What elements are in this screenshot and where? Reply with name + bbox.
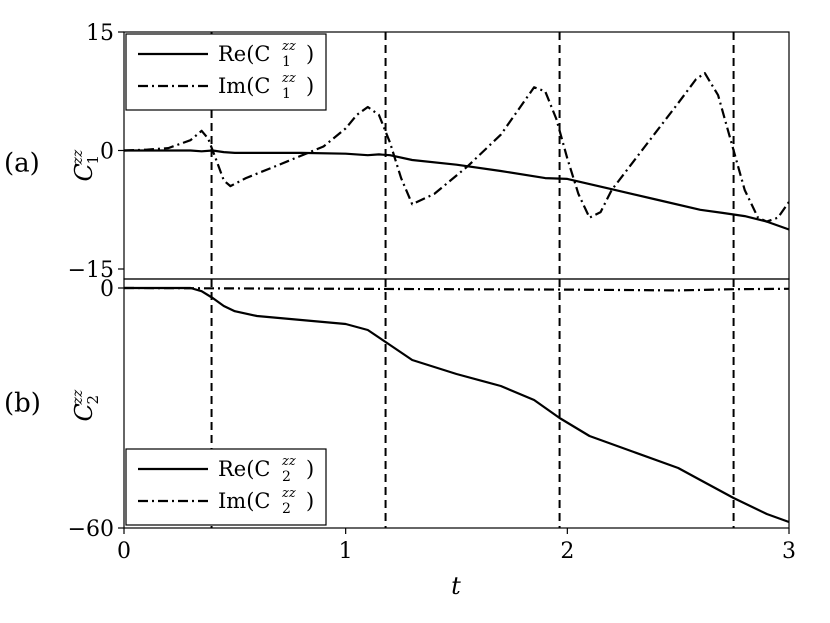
series-line	[124, 149, 789, 231]
legend: Re(C zz2)Im(C zz2)	[125, 448, 327, 526]
legend-close: )	[306, 74, 314, 98]
legend-sub: 2	[282, 501, 291, 517]
series-line	[124, 286, 789, 524]
x-tick-label: 2	[560, 539, 574, 564]
legend-sup: zz	[281, 71, 296, 86]
y-tick-label: 0	[100, 140, 114, 165]
legend-text: Re(C	[218, 457, 271, 481]
legend-sup: zz	[281, 486, 296, 501]
y-label-base: C	[70, 163, 98, 181]
legend: Re(C zz1)Im(C zz1)	[125, 33, 327, 111]
series-line	[124, 71, 789, 223]
legend-box	[125, 33, 327, 111]
x-tick-label: 1	[339, 539, 353, 564]
legend-text: Re(C	[218, 42, 271, 66]
y-label-sup: zz	[70, 149, 86, 165]
legend-box	[125, 448, 327, 526]
panel-label: (b)	[4, 389, 41, 419]
legend-close: )	[306, 457, 314, 481]
y-tick-label: 15	[86, 21, 114, 46]
x-axis-label: t	[451, 572, 461, 600]
y-label-base: C	[70, 403, 98, 421]
panel-frame	[123, 278, 790, 529]
x-tick-label: 0	[117, 539, 131, 564]
legend-text: Im(C	[218, 489, 270, 513]
legend-close: )	[306, 42, 314, 66]
legend-sub: 1	[282, 54, 291, 70]
panel-label: (a)	[4, 149, 40, 179]
legend-sub: 2	[282, 469, 291, 485]
y-tick-label: −15	[68, 258, 114, 283]
legend-sub: 1	[282, 86, 291, 102]
y-tick-label: −60	[68, 517, 114, 542]
y-label-sub: 1	[84, 155, 102, 165]
legend-sup: zz	[281, 454, 296, 469]
legend-text: Im(C	[218, 74, 270, 98]
y-label-sup: zz	[70, 389, 86, 405]
x-tick-label: 3	[782, 539, 796, 564]
legend-sup: zz	[281, 39, 296, 54]
y-label-sub: 2	[84, 395, 102, 405]
series-line	[124, 286, 789, 292]
x-axis: 0 1 2 3 t	[117, 528, 796, 600]
legend-close: )	[306, 489, 314, 513]
y-tick-label: 0	[100, 277, 114, 302]
